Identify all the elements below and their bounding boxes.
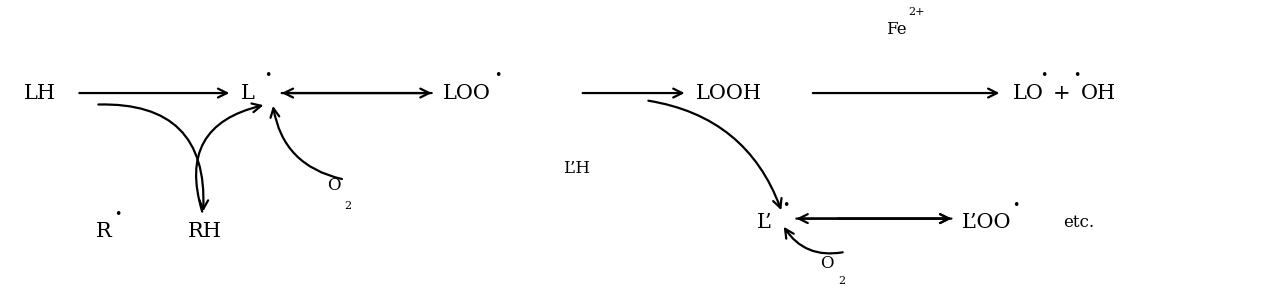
- Text: etc.: etc.: [1063, 214, 1094, 231]
- Text: L’H: L’H: [563, 160, 590, 177]
- Text: •: •: [263, 69, 271, 82]
- Text: RH: RH: [187, 222, 222, 241]
- Text: O: O: [820, 255, 834, 272]
- Text: 2: 2: [838, 276, 844, 286]
- Text: 2+: 2+: [909, 7, 925, 17]
- Text: Fe: Fe: [886, 21, 906, 38]
- Text: +: +: [1053, 84, 1071, 103]
- Text: •: •: [1074, 69, 1080, 82]
- Text: L’OO: L’OO: [962, 213, 1012, 232]
- Text: LO: LO: [1013, 84, 1043, 103]
- Text: OH: OH: [1081, 84, 1115, 103]
- Text: LH: LH: [24, 84, 56, 103]
- Text: LOOH: LOOH: [696, 84, 762, 103]
- Text: L’: L’: [757, 213, 772, 232]
- Text: LOO: LOO: [443, 84, 491, 103]
- Text: •: •: [782, 199, 790, 212]
- Text: R: R: [95, 222, 111, 241]
- Text: •: •: [114, 208, 122, 221]
- Text: L: L: [241, 84, 254, 103]
- Text: O: O: [327, 177, 341, 194]
- Text: 2: 2: [344, 201, 352, 211]
- Text: •: •: [1013, 199, 1019, 212]
- Text: •: •: [1041, 69, 1047, 82]
- Text: •: •: [494, 69, 501, 82]
